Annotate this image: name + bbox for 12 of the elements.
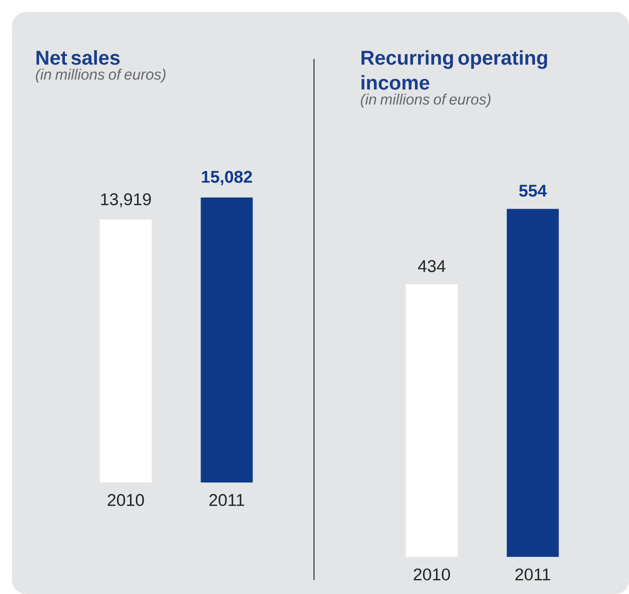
- chart-subtitle: (in millions of euros): [360, 94, 490, 108]
- chart-title: Recurring operating income: [362, 50, 548, 90]
- x-tick-label: 2011: [209, 494, 244, 506]
- x-tick-label: 2010: [414, 568, 450, 580]
- x-tick-label: 2010: [108, 494, 144, 506]
- data-label: 554: [519, 184, 547, 197]
- data-label: 434: [418, 260, 446, 272]
- chart-subtitle: (in millions of euros): [36, 68, 166, 83]
- data-label: 15,082: [202, 170, 252, 186]
- chart-title: Net sales: [36, 50, 120, 65]
- data-label: 13,919: [101, 193, 151, 208]
- x-tick-label: 2011: [515, 568, 550, 580]
